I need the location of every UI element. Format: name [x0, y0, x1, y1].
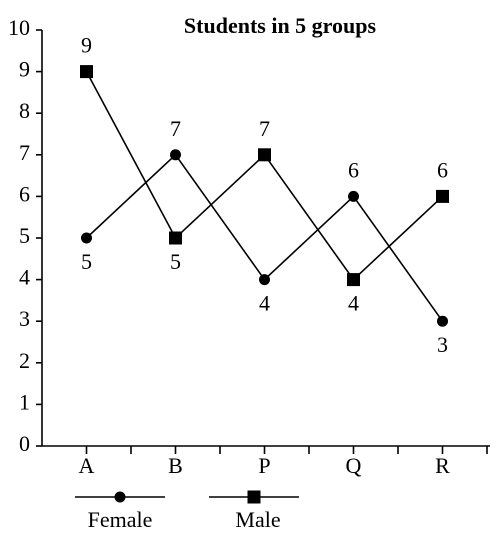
y-tick-label: 0 — [19, 431, 30, 456]
x-tick-label: R — [435, 453, 450, 478]
marker — [247, 490, 261, 504]
marker — [80, 65, 93, 79]
marker — [347, 273, 360, 287]
x-tick-label: Q — [346, 453, 362, 478]
x-tick-label: P — [258, 453, 270, 478]
marker — [114, 491, 126, 503]
marker — [348, 190, 359, 202]
marker — [259, 274, 270, 286]
data-label: 7 — [170, 116, 181, 141]
y-tick-label: 3 — [19, 306, 30, 331]
legend-label: Female — [88, 507, 153, 532]
y-tick-label: 2 — [19, 348, 30, 373]
marker — [436, 189, 449, 203]
x-tick-label: A — [79, 453, 95, 478]
y-tick-label: 1 — [19, 389, 30, 414]
y-tick-label: 5 — [19, 223, 30, 248]
y-tick-label: 6 — [19, 181, 30, 206]
data-label: 5 — [81, 249, 92, 274]
marker — [170, 149, 181, 161]
data-label: 9 — [81, 33, 92, 58]
data-label: 4 — [348, 291, 359, 316]
data-label: 5 — [170, 249, 181, 274]
chart-title: Students in 5 groups — [184, 13, 377, 38]
y-tick-label: 7 — [19, 140, 30, 165]
marker — [437, 315, 448, 327]
x-tick-label: B — [168, 453, 183, 478]
data-label: 6 — [348, 157, 359, 182]
y-tick-label: 10 — [8, 15, 30, 40]
y-tick-label: 4 — [19, 265, 30, 290]
marker — [258, 148, 271, 162]
marker — [81, 232, 92, 244]
legend-label: Male — [235, 507, 280, 532]
marker — [169, 231, 182, 245]
series-line — [85, 71, 444, 281]
data-label: 3 — [437, 332, 448, 357]
data-label: 6 — [437, 157, 448, 182]
data-label: 7 — [259, 116, 270, 141]
data-label: 4 — [259, 291, 270, 316]
y-tick-label: 9 — [19, 57, 30, 82]
y-tick-label: 8 — [19, 98, 30, 123]
